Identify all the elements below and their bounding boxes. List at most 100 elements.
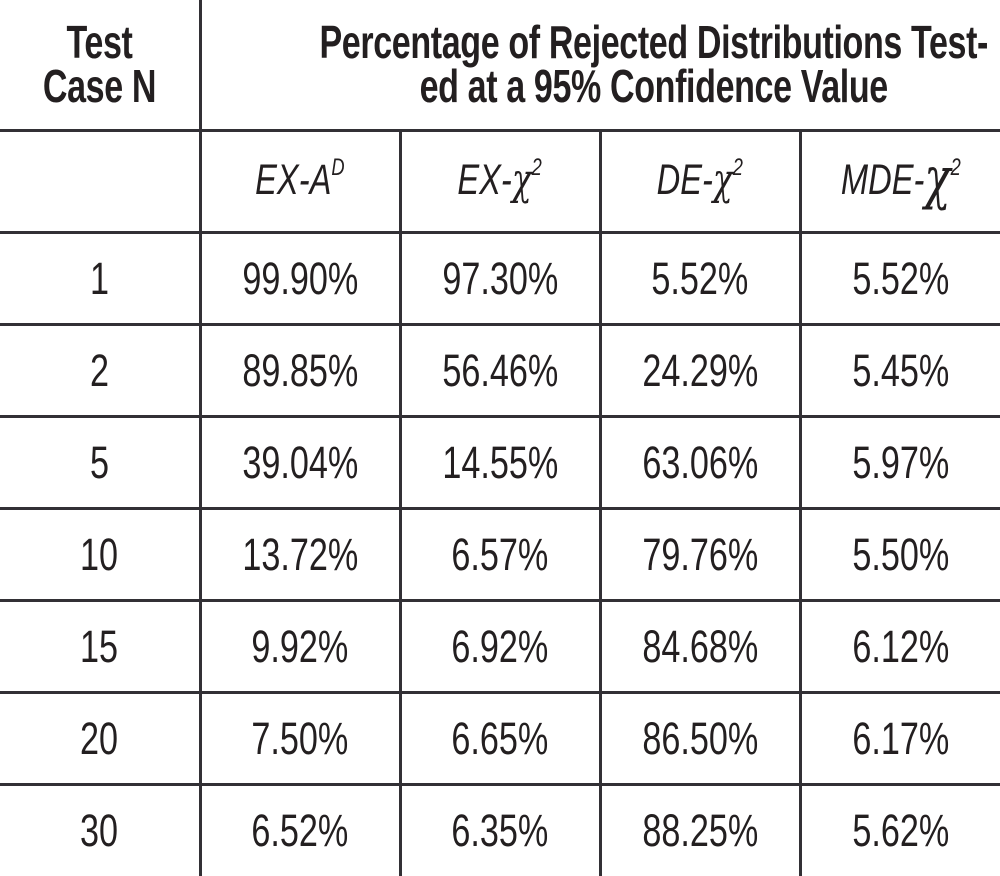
cell-ex-chi2: 6.35% [398, 782, 602, 876]
cell-de-chi2: 24.29% [598, 322, 802, 418]
cell-ex-chi2: 14.55% [398, 414, 602, 510]
cell-ex-ad: 39.04% [198, 414, 402, 510]
cell-ex-ad: 89.85% [198, 322, 402, 418]
table-title-line1: Percentage of Rejected Distributions Tes… [318, 16, 988, 69]
column-header-row: EX-AD EX-χ2 DE-χ2 MDE-χ2 [0, 128, 1000, 234]
column-header-de-chi2-text: DE-χ2 [656, 155, 743, 206]
cell-mde-chi2: 6.17% [798, 690, 1000, 786]
cell-de-chi2: 79.76% [598, 506, 802, 602]
cell-ex-ad: 99.90% [198, 230, 402, 326]
cell-value: 89.85% [242, 344, 358, 396]
cell-value: 97.30% [442, 252, 558, 304]
row-label-cell: 30 [0, 782, 202, 876]
column-header-de-chi2: DE-χ2 [598, 128, 802, 234]
table-row: 30 6.52% 6.35% 88.25% 5.62% [0, 782, 1000, 876]
column-header-ex-ad-sup: D [331, 154, 345, 182]
cell-ex-ad: 7.50% [198, 690, 402, 786]
cell-value: 6.65% [451, 712, 549, 764]
table-title-text: Percentage of Rejected Distributions Tes… [318, 16, 988, 113]
cell-de-chi2: 86.50% [598, 690, 802, 786]
cell-ex-chi2: 6.65% [398, 690, 602, 786]
cell-ex-chi2: 6.92% [398, 598, 602, 694]
cell-value: 99.90% [242, 252, 358, 304]
cell-de-chi2: 88.25% [598, 782, 802, 876]
cell-mde-chi2: 5.97% [798, 414, 1000, 510]
row-n-label: 5 [89, 436, 109, 488]
column-header-ex-chi2: EX-χ2 [398, 128, 602, 234]
cell-value: 14.55% [442, 436, 558, 488]
row-label-cell: 2 [0, 322, 202, 418]
cell-value: 6.52% [251, 805, 349, 857]
corner-header-line2: Case N [42, 60, 157, 113]
column-header-mde-chi2-text: MDE-χ2 [840, 150, 961, 207]
cell-de-chi2: 84.68% [598, 598, 802, 694]
table-title-line2: ed at a 95% Confidence Value [419, 60, 888, 113]
corner-header-line1: Test [66, 16, 133, 69]
cell-value: 88.25% [642, 805, 758, 857]
row-label-cell: 20 [0, 690, 202, 786]
cell-ex-ad: 13.72% [198, 506, 402, 602]
cell-value: 6.35% [451, 805, 549, 857]
cell-value: 5.52% [852, 252, 950, 304]
table-row: 5 39.04% 14.55% 63.06% 5.97% [0, 414, 1000, 510]
table-row: 15 9.92% 6.92% 84.68% 6.12% [0, 598, 1000, 694]
table-row: 20 7.50% 6.65% 86.50% 6.17% [0, 690, 1000, 786]
cell-value: 5.52% [651, 252, 749, 304]
cell-value: 13.72% [242, 528, 358, 580]
table-row: 1 99.90% 97.30% 5.52% 5.52% [0, 230, 1000, 326]
row-label-cell: 10 [0, 506, 202, 602]
cell-value: 5.62% [852, 805, 950, 857]
row-label-cell: 1 [0, 230, 202, 326]
cell-de-chi2: 63.06% [598, 414, 802, 510]
cell-value: 86.50% [642, 712, 758, 764]
column-header-ex-chi2-base: EX- [457, 156, 513, 205]
cell-de-chi2: 5.52% [598, 230, 802, 326]
row-n-label: 30 [80, 805, 119, 857]
cell-ex-ad: 9.92% [198, 598, 402, 694]
cell-value: 63.06% [642, 436, 758, 488]
cell-value: 5.50% [852, 528, 950, 580]
table-row: 10 13.72% 6.57% 79.76% 5.50% [0, 506, 1000, 602]
column-header-ex-ad-text: EX-AD [255, 154, 345, 205]
column-header-ex-chi2-text: EX-χ2 [457, 154, 543, 205]
chi-symbol-large: χ [924, 145, 951, 212]
cell-ex-chi2: 6.57% [398, 506, 602, 602]
cell-value: 9.92% [251, 620, 349, 672]
cell-value: 6.17% [852, 712, 950, 764]
column-header-mde-chi2-sup: 2 [950, 154, 961, 182]
cell-ex-chi2: 56.46% [398, 322, 602, 418]
cell-value: 6.92% [451, 620, 549, 672]
corner-header-cell: Test Case N [0, 0, 202, 132]
row-label-cell: 5 [0, 414, 202, 510]
column-header-mde-chi2-base: MDE- [840, 156, 925, 205]
cell-value: 24.29% [642, 344, 758, 396]
cell-mde-chi2: 5.52% [798, 230, 1000, 326]
cell-value: 6.12% [852, 620, 950, 672]
cell-value: 56.46% [442, 344, 558, 396]
table-row: 2 89.85% 56.46% 24.29% 5.45% [0, 322, 1000, 418]
chi-symbol: χ [713, 155, 733, 206]
row-n-label: 20 [80, 712, 119, 764]
row-n-label: 15 [80, 620, 119, 672]
cell-value: 7.50% [251, 712, 349, 764]
cell-value: 5.45% [852, 344, 950, 396]
cell-mde-chi2: 5.45% [798, 322, 1000, 418]
row-n-label: 1 [89, 252, 109, 304]
cell-value: 84.68% [642, 620, 758, 672]
cell-value: 79.76% [642, 528, 758, 580]
column-header-ex-ad: EX-AD [198, 128, 402, 234]
cell-value: 39.04% [242, 436, 358, 488]
cell-mde-chi2: 5.50% [798, 506, 1000, 602]
row-n-label: 2 [89, 344, 109, 396]
column-header-ex-chi2-sup: 2 [532, 154, 543, 182]
cell-value: 5.97% [852, 436, 950, 488]
table-title-cell: Percentage of Rejected Distributions Tes… [198, 0, 1000, 132]
corner-header-text: Test Case N [42, 16, 157, 113]
cell-value: 6.57% [451, 528, 549, 580]
column-header-ex-ad-base: EX-A [255, 156, 332, 205]
column-header-de-chi2-base: DE- [656, 156, 714, 205]
empty-corner-cell [0, 128, 202, 234]
column-header-mde-chi2: MDE-χ2 [798, 128, 1000, 234]
cell-ex-ad: 6.52% [198, 782, 402, 876]
